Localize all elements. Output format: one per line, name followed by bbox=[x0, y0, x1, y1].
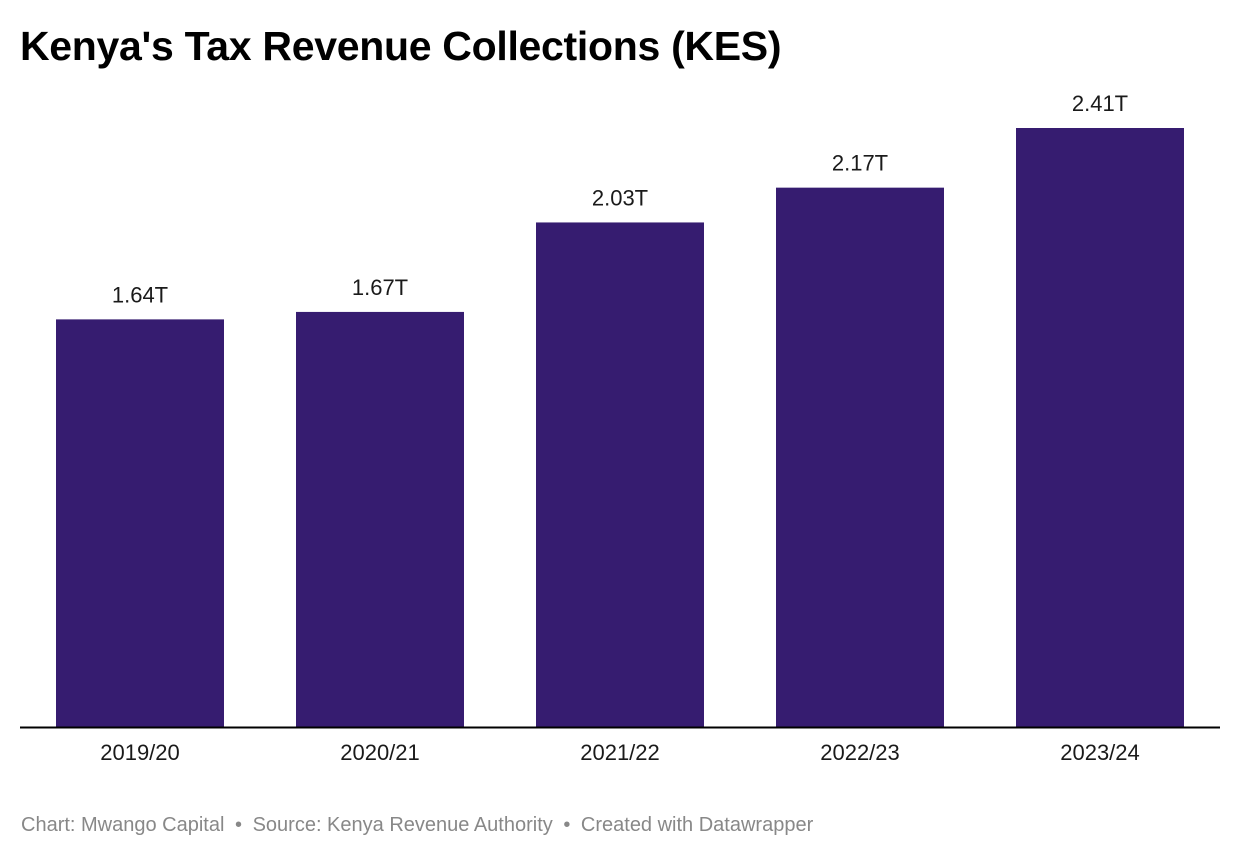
bar-2020-21 bbox=[296, 311, 464, 727]
x-tick-label: 2023/24 bbox=[1060, 740, 1140, 765]
x-tick-labels-group: 2019/20 2020/21 2021/22 2022/23 2023/24 bbox=[100, 740, 1140, 765]
chart-title: Kenya's Tax Revenue Collections (KES) bbox=[20, 23, 782, 69]
source-note: Source: Kenya Revenue Authority bbox=[252, 814, 553, 836]
value-label: 2.41T bbox=[1072, 91, 1128, 116]
bar-2019-20 bbox=[56, 319, 224, 727]
footer-separator: • bbox=[235, 814, 243, 836]
bars-group bbox=[56, 128, 1184, 728]
bar-2022-23 bbox=[776, 187, 944, 727]
value-label: 1.64T bbox=[112, 282, 168, 307]
value-label: 2.03T bbox=[592, 185, 648, 210]
x-tick-label: 2021/22 bbox=[580, 740, 660, 765]
bar-chart: 1.64T 1.67T 2.03T 2.17T 2.41T 2019/20 2020/21… bbox=[20, 91, 1220, 765]
bar-2023-24 bbox=[1016, 128, 1184, 727]
value-label: 1.67T bbox=[352, 275, 408, 300]
tool-credit: Created with Datawrapper bbox=[580, 814, 814, 836]
bar-2021-22 bbox=[536, 222, 704, 728]
value-label: 2.17T bbox=[832, 151, 888, 176]
value-labels-group: 1.64T 1.67T 2.03T 2.17T 2.41T bbox=[112, 91, 1128, 307]
x-tick-label: 2019/20 bbox=[100, 740, 180, 765]
x-tick-label: 2022/23 bbox=[820, 740, 900, 765]
x-tick-label: 2020/21 bbox=[340, 740, 420, 765]
footer-separator: • bbox=[563, 814, 571, 836]
chart-footer: Chart: Mwango Capital • Source: Kenya Re… bbox=[21, 812, 813, 838]
chart-credit: Chart: Mwango Capital bbox=[21, 814, 225, 836]
